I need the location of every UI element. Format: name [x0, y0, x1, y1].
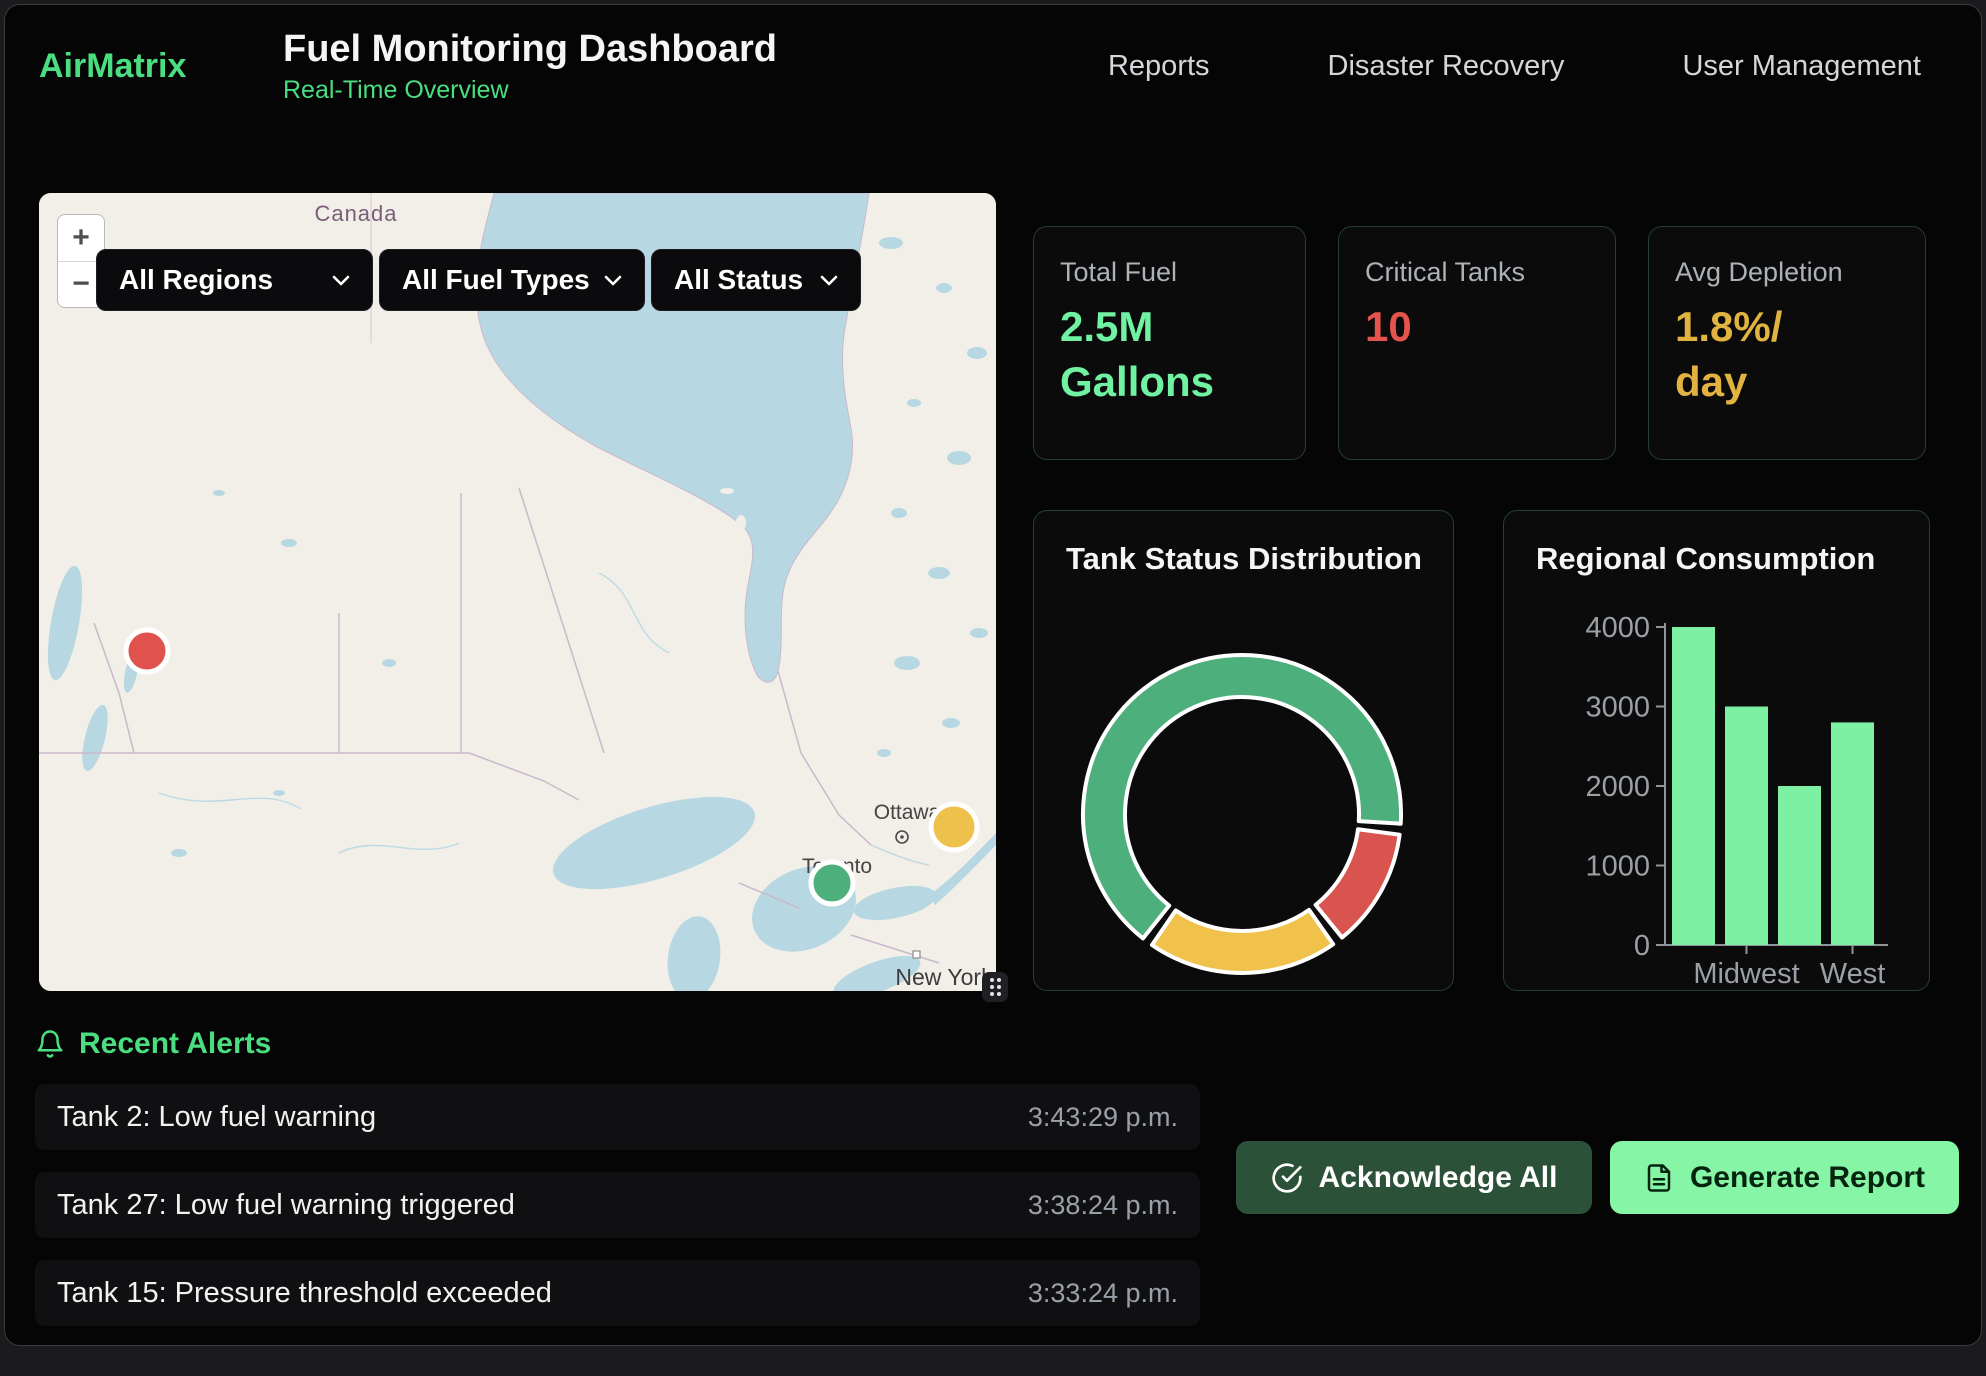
bell-icon: [35, 1029, 65, 1059]
map-marker-warning[interactable]: [931, 804, 977, 850]
tank-status-donut-chart[interactable]: [1034, 511, 1455, 992]
y-tick-label: 1000: [1585, 851, 1650, 883]
fuel-type-filter-dropdown[interactable]: All Fuel Types: [379, 249, 645, 311]
chevron-down-icon: [604, 274, 622, 286]
regional-consumption-card: Regional Consumption 01000200030004000Mi…: [1503, 510, 1930, 991]
panel-drag-handle[interactable]: [982, 972, 1008, 1002]
dashboard-root: AirMatrix Fuel Monitoring Dashboard Real…: [4, 4, 1982, 1346]
map-canvas[interactable]: Canada Ottawa Toronto New York: [39, 193, 996, 991]
alert-time: 3:43:29 p.m.: [1028, 1102, 1178, 1133]
page-subtitle: Real-Time Overview: [283, 76, 777, 105]
kpi-label: Critical Tanks: [1365, 257, 1589, 288]
generate-report-label: Generate Report: [1690, 1161, 1925, 1195]
generate-report-button[interactable]: Generate Report: [1610, 1141, 1959, 1214]
status-filter-value: All Status: [674, 264, 803, 296]
check-circle-icon: [1271, 1162, 1303, 1194]
tank-status-card: Tank Status Distribution: [1033, 510, 1454, 991]
page-title: Fuel Monitoring Dashboard: [283, 28, 777, 71]
nav-reports[interactable]: Reports: [1108, 50, 1210, 83]
chevron-down-icon: [820, 274, 838, 286]
bar[interactable]: [1778, 786, 1821, 945]
bar[interactable]: [1725, 707, 1768, 946]
map-island: [720, 488, 734, 494]
alert-time: 3:38:24 p.m.: [1028, 1190, 1178, 1221]
map[interactable]: Canada Ottawa Toronto New York + − All R…: [39, 193, 996, 991]
map-island: [736, 515, 746, 531]
alert-message: Tank 15: Pressure threshold exceeded: [57, 1277, 552, 1310]
brand-logo: AirMatrix: [39, 47, 283, 86]
map-label-canada: Canada: [314, 201, 397, 226]
region-filter-dropdown[interactable]: All Regions: [96, 249, 373, 311]
donut-segment-warning[interactable]: [1152, 910, 1333, 973]
file-text-icon: [1644, 1163, 1674, 1193]
kpi-critical-tanks: Critical Tanks 10: [1338, 226, 1616, 460]
recent-alerts-header: Recent Alerts: [35, 1027, 271, 1061]
donut-segment-critical[interactable]: [1316, 829, 1400, 937]
alert-message: Tank 2: Low fuel warning: [57, 1101, 376, 1134]
kpi-value: 2.5M Gallons: [1060, 300, 1279, 409]
alert-row[interactable]: Tank 15: Pressure threshold exceeded 3:3…: [35, 1260, 1200, 1326]
bar[interactable]: [1831, 722, 1874, 945]
map-marker-critical[interactable]: [126, 630, 168, 672]
regional-consumption-bar-chart[interactable]: 0 1000 2000 3000 4000 Midwest West: [1504, 511, 1931, 992]
acknowledge-all-label: Acknowledge All: [1319, 1161, 1558, 1195]
kpi-value: 1.8%/ day: [1675, 300, 1899, 409]
map-label-newyork: New York: [895, 964, 993, 990]
status-filter-dropdown[interactable]: All Status: [651, 249, 861, 311]
y-tick-label: 0: [1634, 930, 1650, 962]
bar[interactable]: [1672, 627, 1715, 945]
y-tick-label: 4000: [1585, 612, 1650, 644]
nav-disaster-recovery[interactable]: Disaster Recovery: [1328, 50, 1565, 83]
alert-row[interactable]: Tank 2: Low fuel warning 3:43:29 p.m.: [35, 1084, 1200, 1150]
top-bar: AirMatrix Fuel Monitoring Dashboard Real…: [5, 5, 1981, 127]
page-title-block: Fuel Monitoring Dashboard Real-Time Over…: [283, 28, 777, 105]
newyork-town-icon: [913, 951, 920, 958]
nav-user-management[interactable]: User Management: [1682, 50, 1921, 83]
kpi-label: Avg Depletion: [1675, 257, 1899, 288]
kpi-value: 10: [1365, 300, 1589, 355]
region-filter-value: All Regions: [119, 264, 273, 296]
alert-time: 3:33:24 p.m.: [1028, 1278, 1178, 1309]
kpi-total-fuel: Total Fuel 2.5M Gallons: [1033, 226, 1306, 460]
alert-row[interactable]: Tank 27: Low fuel warning triggered 3:38…: [35, 1172, 1200, 1238]
map-marker-normal[interactable]: [811, 862, 853, 904]
alert-message: Tank 27: Low fuel warning triggered: [57, 1189, 515, 1222]
main-nav: Reports Disaster Recovery User Managemen…: [1108, 50, 1981, 83]
x-tick-label: Midwest: [1693, 958, 1799, 990]
x-tick-label: West: [1820, 958, 1886, 990]
y-tick-label: 2000: [1585, 771, 1650, 803]
fuel-type-filter-value: All Fuel Types: [402, 264, 590, 296]
chevron-down-icon: [332, 274, 350, 286]
y-tick-label: 3000: [1585, 692, 1650, 724]
recent-alerts-title: Recent Alerts: [79, 1027, 271, 1061]
map-filter-bar: All Regions All Fuel Types All Status: [96, 249, 861, 311]
kpi-label: Total Fuel: [1060, 257, 1279, 288]
acknowledge-all-button[interactable]: Acknowledge All: [1236, 1141, 1592, 1214]
kpi-avg-depletion: Avg Depletion 1.8%/ day: [1648, 226, 1926, 460]
